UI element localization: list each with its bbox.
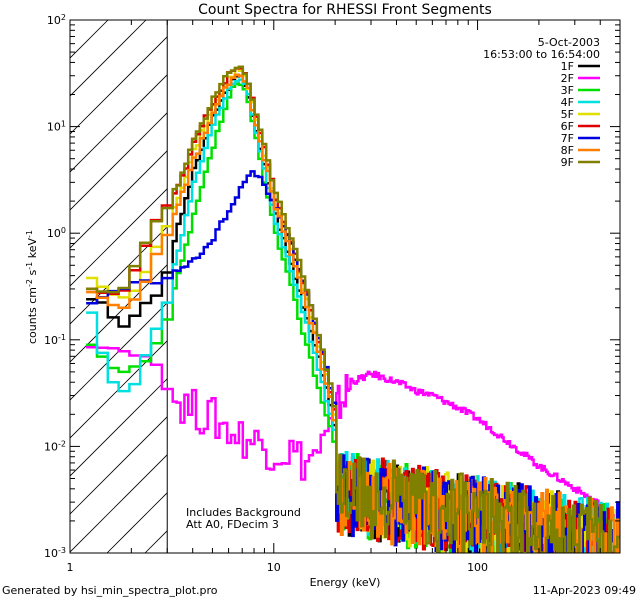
y-tick-label: 10-3	[44, 546, 66, 561]
series-8F-line	[86, 73, 620, 553]
legend-label-7F: 7F	[561, 132, 574, 145]
legend-label-2F: 2F	[561, 72, 574, 85]
legend-label-8F: 8F	[561, 144, 574, 157]
x-tick-label: 1	[67, 561, 74, 574]
plot-frame	[69, 19, 621, 554]
info-time-range: 16:53:00 to 16:54:00	[483, 48, 600, 61]
annotation-attenuator: Att A0, FDecim 3	[186, 518, 279, 531]
legend-label-5F: 5F	[561, 108, 574, 121]
info-date: 5-Oct-2003	[538, 36, 600, 49]
hatch-line	[70, 454, 168, 553]
legend-label-6F: 6F	[561, 120, 574, 133]
y-tick-label: 10-2	[44, 439, 66, 454]
y-tick-label: 100	[47, 226, 66, 241]
hatch-line	[70, 226, 168, 325]
chart-title: Count Spectra for RHESSI Front Segments	[198, 2, 492, 18]
annotation-background: Includes Background	[186, 506, 301, 519]
footer-generated-by: Generated by hsi_min_spectra_plot.pro	[2, 584, 218, 597]
y-tick-label: 101	[47, 119, 66, 134]
series-2F-line	[86, 346, 620, 553]
hatch-line	[70, 264, 168, 363]
x-tick-label: 10	[267, 561, 281, 574]
hatch-line	[70, 36, 168, 135]
legend-label-1F: 1F	[561, 60, 574, 73]
legend-label-4F: 4F	[561, 96, 574, 109]
hatch-line	[70, 416, 168, 515]
series-9F-line	[86, 65, 620, 553]
hatch-line	[70, 378, 168, 477]
y-axis-label: counts cm-2 s-1 keV-1	[25, 230, 40, 344]
hatch-line	[70, 20, 109, 59]
footer-timestamp: 11-Apr-2023 09:49	[533, 584, 636, 597]
hatch-line	[70, 20, 71, 21]
hatch-line	[70, 74, 168, 173]
hatch-line	[70, 188, 168, 287]
y-tick-label: 10-1	[44, 332, 66, 347]
y-tick-label: 102	[47, 13, 66, 28]
x-tick-label: 100	[467, 561, 488, 574]
legend-label-3F: 3F	[561, 84, 574, 97]
legend-label-9F: 9F	[561, 156, 574, 169]
x-axis-label: Energy (keV)	[310, 576, 381, 589]
